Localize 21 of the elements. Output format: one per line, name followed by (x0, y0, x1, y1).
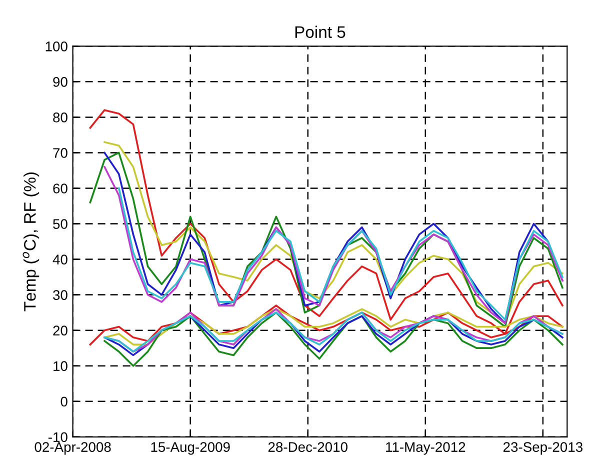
y-tick-label: 70 (53, 148, 68, 158)
y-tick-label: 40 (52, 254, 68, 264)
x-tick-label: 11-May-2012 (386, 442, 466, 455)
chart-title: Point 5 (295, 26, 346, 38)
y-tick-label: 80 (53, 112, 68, 122)
y-tick-label: 20 (53, 326, 68, 336)
y-tick-label: 0 (60, 396, 68, 407)
x-tick-label: 15-Aug-2009 (151, 442, 230, 455)
y-tick-label: 50 (53, 219, 68, 229)
x-tick-label: 28-Dec-2010 (268, 442, 348, 452)
line-series (118, 187, 564, 321)
x-tick-label: 02-Apr-2008 (34, 442, 111, 455)
y-tick-label: 100 (46, 41, 68, 52)
line-series (104, 312, 564, 367)
y-tick-label: 10 (54, 361, 68, 372)
y-tick-label: 60 (53, 184, 68, 194)
y-tick-label: -10 (48, 432, 68, 442)
y-tick-label: 90 (53, 77, 68, 87)
x-tick-label: 23-Sep-2013 (503, 442, 582, 455)
y-tick-label: 30 (53, 290, 68, 300)
y-axis-title: Temp ($^{o}$C), RF (%) (22, 172, 40, 312)
